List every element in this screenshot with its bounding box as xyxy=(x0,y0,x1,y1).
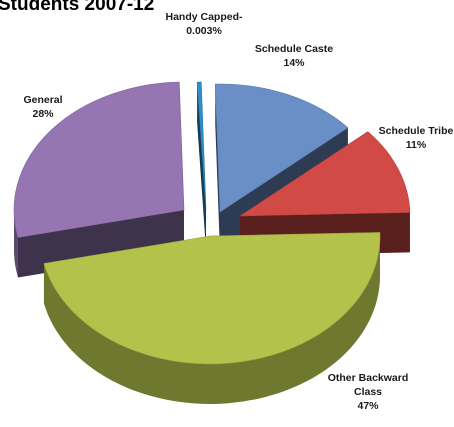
slice-top-handy-capped xyxy=(196,81,207,211)
slice-handy-capped xyxy=(196,81,207,251)
slice-value-general: 28% xyxy=(32,108,54,120)
slice-top-schedule-caste xyxy=(214,83,349,213)
slice-value-other-backward-class: 47% xyxy=(357,400,379,412)
slice-label-schedule-caste: Schedule Caste 14% xyxy=(255,43,333,69)
slice-label-handy-capped: Handy Capped- 0.003% xyxy=(165,11,243,37)
slice-label-line-schedule-caste-0: Schedule Caste xyxy=(255,43,333,55)
slice-label-line-general-0: General xyxy=(23,94,62,106)
slice-top-other-backward-class xyxy=(43,232,381,365)
slice-label-line-other-backward-class-1: Class xyxy=(354,386,382,398)
slice-top-general xyxy=(13,81,185,238)
slice-wall-schedule-caste-0 xyxy=(215,84,220,253)
slice-value-schedule-caste: 14% xyxy=(283,57,305,69)
slice-wall-handy-capped-0 xyxy=(197,82,206,251)
chart-title: Students 2007-12 xyxy=(0,0,155,15)
slice-rim-other-backward-class xyxy=(43,236,380,404)
slice-value-schedule-tribe: 11% xyxy=(406,139,427,151)
slice-other-backward-class xyxy=(43,232,381,404)
slice-label-general: General 28% xyxy=(23,94,62,120)
slice-label-line-schedule-tribe-0: Schedule Tribe xyxy=(379,125,454,137)
slice-label-line-other-backward-class-0: Other Backward xyxy=(328,372,409,384)
slice-label-schedule-tribe: Schedule Tribe 11% xyxy=(379,125,454,151)
slice-label-line-handy-capped-0: Handy Capped- xyxy=(165,11,243,23)
slice-top-schedule-tribe xyxy=(238,131,411,217)
slice-value-handy-capped: 0.003% xyxy=(186,25,222,37)
slice-wall-general-0 xyxy=(17,210,184,278)
slice-rim-general xyxy=(14,210,18,278)
slice-label-other-backward-class: Other Backward Class 47% xyxy=(328,372,409,412)
slice-general xyxy=(13,81,185,278)
